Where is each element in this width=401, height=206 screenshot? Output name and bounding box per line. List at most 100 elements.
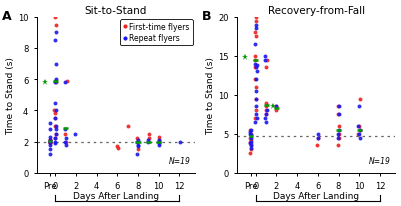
Point: [62, 143, 69, 147]
Point: [252, 117, 259, 120]
Point: [156, 143, 162, 147]
Point: [335, 144, 342, 147]
Point: [47, 140, 54, 144]
Point: [47, 140, 53, 144]
Point: [47, 140, 54, 144]
Point: [247, 129, 253, 132]
Point: [51, 80, 58, 83]
Point: [53, 81, 59, 84]
Point: [134, 139, 141, 142]
X-axis label: Days After Landing: Days After Landing: [73, 192, 159, 200]
Point: [134, 137, 140, 140]
Point: [314, 136, 321, 140]
Point: [335, 136, 342, 140]
Point: [72, 132, 78, 136]
Point: [248, 140, 254, 144]
Point: [52, 140, 59, 144]
Title: Sit-to-Stand: Sit-to-Stand: [85, 6, 147, 15]
Point: [135, 145, 141, 148]
Point: [47, 140, 53, 144]
Point: [253, 16, 259, 19]
Point: [125, 125, 131, 128]
Point: [263, 113, 269, 116]
Point: [252, 67, 258, 70]
Point: [53, 32, 59, 35]
Point: [62, 137, 69, 140]
Point: [156, 136, 162, 139]
Point: [315, 132, 321, 136]
Point: [52, 16, 59, 19]
Point: [357, 136, 363, 140]
Point: [247, 139, 254, 142]
Point: [62, 132, 68, 136]
Point: [52, 137, 58, 140]
Point: [134, 153, 140, 156]
Text: A: A: [2, 10, 12, 23]
Point: [253, 86, 259, 89]
Point: [52, 125, 58, 128]
Point: [51, 112, 58, 116]
Point: [113, 145, 120, 148]
Point: [336, 105, 342, 109]
Point: [263, 67, 269, 70]
Point: [52, 117, 59, 120]
Point: [253, 78, 259, 81]
Point: [47, 148, 53, 151]
Point: [135, 143, 141, 147]
Point: [253, 117, 260, 120]
Text: B: B: [203, 10, 212, 23]
Point: [47, 140, 54, 144]
Point: [248, 129, 254, 132]
Point: [52, 142, 58, 145]
Point: [357, 97, 363, 101]
Point: [47, 142, 53, 145]
Point: [263, 105, 269, 109]
Point: [253, 90, 259, 93]
Point: [47, 128, 53, 131]
Point: [145, 132, 152, 136]
Point: [53, 128, 59, 131]
Point: [263, 109, 270, 112]
Point: [52, 81, 58, 84]
Point: [273, 105, 279, 109]
Point: [336, 125, 342, 128]
Point: [253, 20, 259, 23]
Point: [145, 140, 151, 144]
Point: [252, 55, 258, 58]
Point: [252, 78, 259, 81]
Point: [62, 128, 69, 131]
Point: [262, 55, 268, 58]
Point: [156, 139, 162, 142]
Point: [335, 132, 342, 136]
Point: [334, 105, 341, 109]
Point: [252, 121, 258, 124]
Point: [51, 117, 58, 120]
Point: [247, 132, 254, 136]
Point: [252, 63, 259, 66]
Point: [47, 122, 54, 125]
Point: [253, 97, 259, 101]
Point: [356, 105, 363, 109]
Y-axis label: Time to Stand (s): Time to Stand (s): [207, 56, 215, 134]
Point: [336, 113, 342, 116]
Point: [52, 101, 58, 105]
Point: [134, 148, 141, 151]
Point: [53, 132, 59, 136]
Point: [156, 140, 162, 144]
Point: [355, 132, 362, 136]
Point: [253, 24, 259, 27]
Point: [247, 134, 254, 137]
Point: [356, 129, 363, 132]
Point: [335, 113, 341, 116]
Point: [53, 78, 59, 81]
Point: [272, 109, 279, 112]
Point: [144, 139, 151, 142]
Point: [253, 109, 259, 112]
Point: [263, 113, 269, 116]
Point: [252, 43, 259, 46]
Point: [156, 142, 163, 145]
Point: [252, 97, 259, 101]
Point: [247, 140, 253, 144]
Point: [47, 139, 53, 142]
Point: [253, 67, 259, 70]
